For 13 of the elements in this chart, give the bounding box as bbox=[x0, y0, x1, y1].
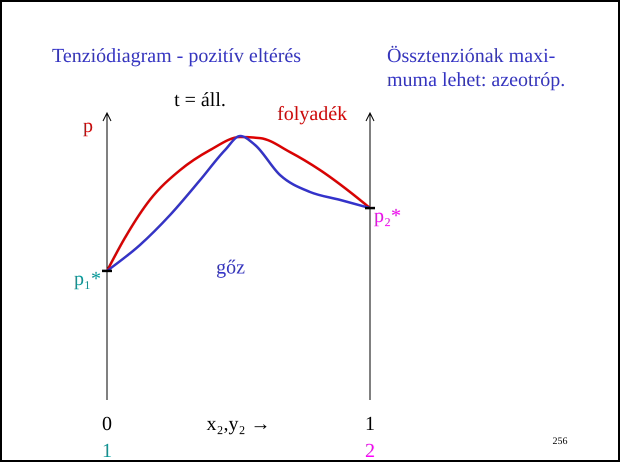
text: gőz bbox=[216, 256, 246, 278]
text: t = áll. bbox=[174, 89, 226, 111]
x-tick-label: 0 bbox=[102, 413, 112, 435]
series-label: folyadék bbox=[277, 103, 348, 126]
annotation: p₁* bbox=[74, 268, 101, 290]
y-axis-title: p bbox=[83, 115, 93, 137]
text: 256 bbox=[552, 436, 568, 447]
text: 2 bbox=[365, 440, 375, 462]
text: 1 bbox=[102, 440, 112, 462]
chart-title: Tenziódiagram - pozitív eltérés bbox=[52, 45, 302, 67]
annotation: p₂* bbox=[374, 205, 401, 228]
text: Össztenziónak maxi- muma lehet: azeotróp. bbox=[387, 45, 566, 91]
x-axis-title: x₂,y₂ → bbox=[206, 413, 270, 435]
